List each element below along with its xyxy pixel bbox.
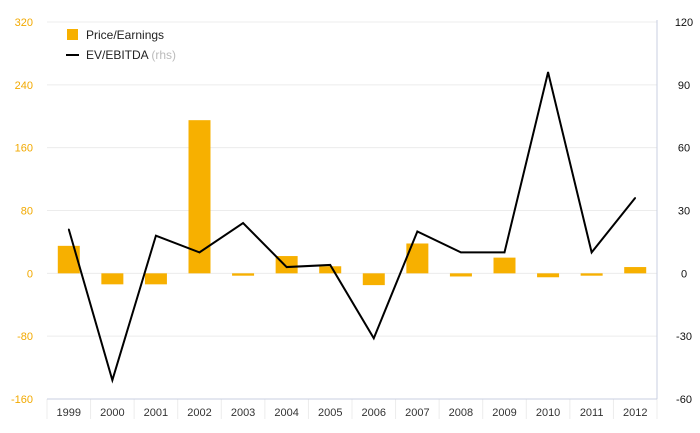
y-right-tick-label: 0 [681,268,687,280]
x-tick-label: 2004 [274,407,298,419]
x-tick-label: 2003 [231,407,255,419]
point-ev-ebitda [503,251,506,254]
bar-price-earnings [144,273,167,285]
bar-price-earnings [101,273,124,285]
y-left-tick-label: -80 [17,331,33,343]
x-tick-label: 2005 [318,407,342,419]
x-tick-label: 2002 [187,407,211,419]
x-tick-label: 2010 [536,407,560,419]
y-left-tick-label: 320 [15,17,33,29]
point-ev-ebitda [547,71,549,74]
point-ev-ebitda [634,197,637,199]
legend-label-rhs-note: (rhs) [151,48,176,62]
point-ev-ebitda [460,251,462,254]
y-right-tick-label: 60 [678,143,690,155]
bar-price-earnings [232,273,255,276]
bar-price-earnings [624,267,647,274]
bar-price-earnings [493,257,516,274]
legend-label-ev-ebitda-name: EV/EBITDA [86,48,149,62]
bar-price-earnings [537,273,560,278]
bar-price-earnings [57,245,80,274]
point-ev-ebitda [285,266,288,268]
ev-ebitda-line-layer [67,71,637,384]
legend-swatch-price-earnings [67,29,78,40]
x-tick-label: 2011 [580,407,604,419]
point-ev-ebitda [67,228,70,231]
x-tick-label: 2006 [362,407,386,419]
point-ev-ebitda [329,264,332,266]
legend-label-ev-ebitda: EV/EBITDA (rhs) [86,48,176,62]
y-left-tick-label: 80 [21,206,33,218]
y-left-tick-label: 240 [15,80,33,92]
grid-lines [46,21,658,419]
x-tick-label: 2012 [623,407,647,419]
legend-label-price-earnings: Price/Earnings [86,28,164,42]
x-tick-label: 2008 [449,407,473,419]
line-ev-ebitda [67,72,636,384]
bar-price-earnings [362,273,385,286]
y-left-tick-label: 0 [27,268,33,280]
tick-labels: -160 -80 0 80 160 240 320 -60 -30 0 30 60 90 120 1999 2… [11,17,693,419]
y-right-tick-label: 30 [678,206,690,218]
y-right-tick-label: 120 [675,17,693,29]
price-earnings-bars [57,120,647,286]
point-ev-ebitda [590,251,593,254]
point-ev-ebitda [198,251,201,254]
bar-price-earnings [188,120,211,274]
x-tick-label: 2007 [405,407,429,419]
x-tick-label: 2001 [144,407,168,419]
axes [47,20,658,400]
point-ev-ebitda [416,230,419,233]
point-ev-ebitda [372,337,375,340]
bar-price-earnings [319,266,342,274]
y-right-tick-label: 90 [678,80,690,92]
y-left-tick-label: -160 [11,394,33,406]
legend: Price/Earnings EV/EBITDA (rhs) [66,28,176,62]
bar-price-earnings [449,273,472,277]
x-tick-label: 1999 [57,407,81,419]
point-ev-ebitda [155,234,157,237]
x-tick-label: 2009 [492,407,516,419]
x-tick-label: 2000 [100,407,124,419]
bar-price-earnings [580,273,603,276]
point-ev-ebitda [111,379,114,381]
y-right-tick-label: -30 [676,331,692,343]
bar-price-earnings [406,243,429,274]
y-right-tick-label: -60 [676,394,692,406]
y-left-tick-label: 160 [15,143,33,155]
point-ev-ebitda [242,222,244,224]
